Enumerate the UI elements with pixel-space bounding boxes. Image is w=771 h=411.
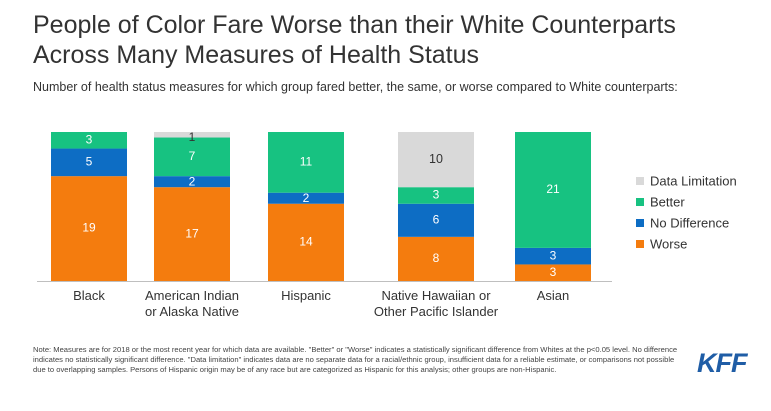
legend-label-no-difference: No Difference <box>650 215 729 230</box>
data-label-asian-worse: 3 <box>550 265 557 279</box>
bar-american-indian-or-alaska-native-better <box>154 137 230 177</box>
legend-label-better: Better <box>650 194 685 209</box>
category-label-hispanic: Hispanic <box>281 288 331 303</box>
category-label-american-indian-or-alaska-native-line2: or Alaska Native <box>145 304 239 319</box>
data-label-native-hawaiian-or-other-pacific-islander-no-difference: 6 <box>433 212 440 226</box>
legend-swatch-no-difference <box>636 219 644 227</box>
bar-asian-better <box>515 132 591 248</box>
bar-hispanic-better <box>268 132 344 193</box>
bar-black-better <box>51 132 127 149</box>
bar-black-no-difference <box>51 148 127 177</box>
data-label-black-worse: 19 <box>82 221 96 235</box>
legend-swatch-data-limitation <box>636 177 644 185</box>
bar-native-hawaiian-or-other-pacific-islander-worse <box>398 236 474 281</box>
category-label-native-hawaiian-or-other-pacific-islander-line2: Other Pacific Islander <box>374 304 499 319</box>
bar-native-hawaiian-or-other-pacific-islander-no-difference <box>398 203 474 237</box>
category-label-black: Black <box>73 288 105 303</box>
kff-logo: KFF <box>697 348 747 378</box>
bar-native-hawaiian-or-other-pacific-islander-data-limitation <box>398 132 474 188</box>
chart-title: People of Color Fare Worse than their Wh… <box>33 11 676 69</box>
bar-asian-worse <box>515 264 591 281</box>
bar-american-indian-or-alaska-native-data-limitation <box>154 132 230 138</box>
legend-label-data-limitation: Data Limitation <box>650 173 737 188</box>
data-label-native-hawaiian-or-other-pacific-islander-better: 3 <box>433 188 440 202</box>
data-label-hispanic-no-difference: 2 <box>303 191 310 205</box>
data-label-black-better: 3 <box>86 132 93 146</box>
data-label-asian-better: 21 <box>546 182 560 196</box>
data-label-native-hawaiian-or-other-pacific-islander-worse: 8 <box>433 251 440 265</box>
data-label-black-no-difference: 5 <box>86 155 93 169</box>
bar-hispanic-worse <box>268 203 344 281</box>
bar-american-indian-or-alaska-native-worse <box>154 187 230 281</box>
legend-swatch-worse <box>636 240 644 248</box>
data-label-hispanic-worse: 14 <box>299 235 313 249</box>
data-label-asian-no-difference: 3 <box>550 248 557 262</box>
category-label-american-indian-or-alaska-native-line1: American Indian <box>145 288 239 303</box>
bar-american-indian-or-alaska-native-no-difference <box>154 176 230 188</box>
data-label-american-indian-or-alaska-native-worse: 17 <box>185 226 199 240</box>
data-label-american-indian-or-alaska-native-no-difference: 2 <box>189 174 196 188</box>
data-label-american-indian-or-alaska-native-better: 7 <box>189 149 196 163</box>
data-label-hispanic-better: 11 <box>300 155 313 169</box>
bar-asian-no-difference <box>515 247 591 265</box>
legend-label-worse: Worse <box>650 236 687 251</box>
bar-hispanic-no-difference <box>268 192 344 204</box>
category-label-asian: Asian <box>537 288 570 303</box>
data-label-american-indian-or-alaska-native-data-limitation: 1 <box>189 130 196 144</box>
chart-subtitle: Number of health status measures for whi… <box>33 80 678 94</box>
footnote: Note: Measures are for 2018 or the most … <box>33 345 678 375</box>
data-label-native-hawaiian-or-other-pacific-islander-data-limitation: 10 <box>429 152 443 166</box>
category-label-native-hawaiian-or-other-pacific-islander-line1: Native Hawaiian or <box>381 288 491 303</box>
legend-swatch-better <box>636 198 644 206</box>
bar-native-hawaiian-or-other-pacific-islander-better <box>398 187 474 204</box>
bar-black-worse <box>51 176 127 281</box>
